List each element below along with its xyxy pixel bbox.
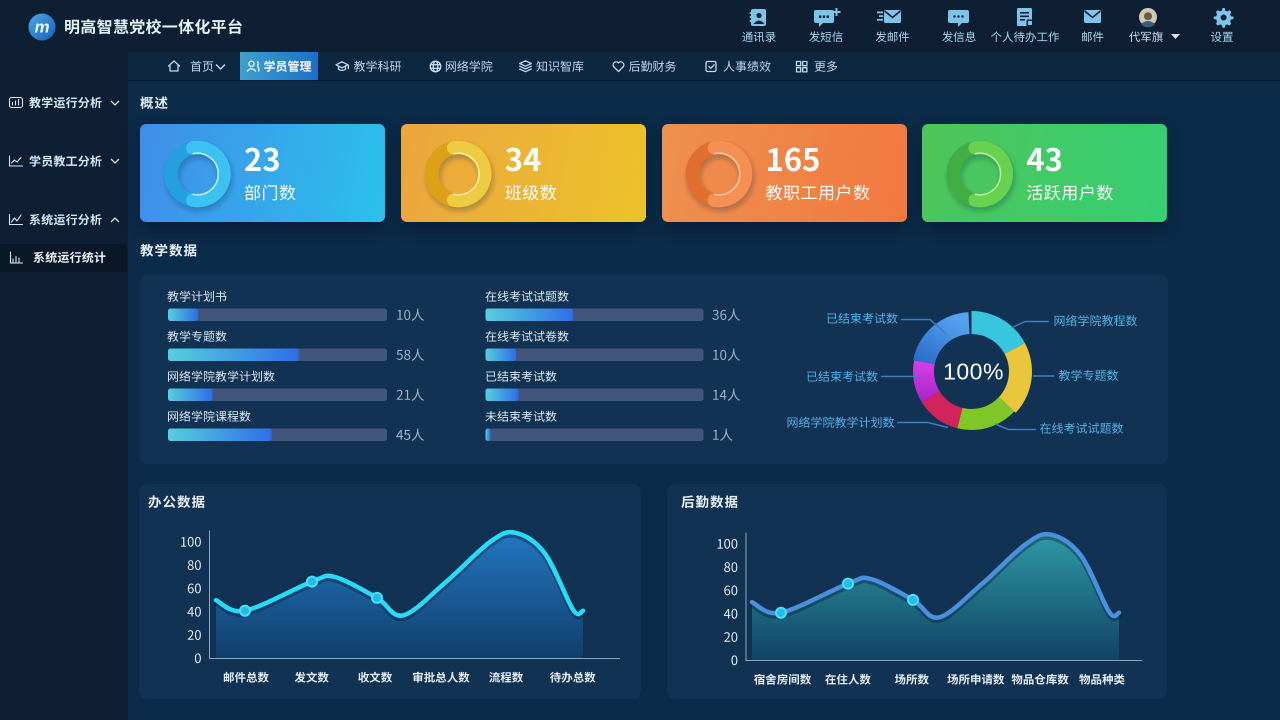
svg-text:m: m: [34, 18, 49, 37]
svg-text:100%: 100%: [943, 359, 1004, 385]
